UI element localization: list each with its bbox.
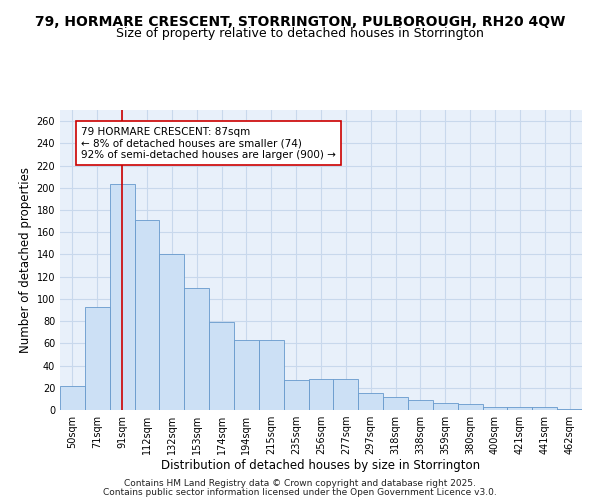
Text: Size of property relative to detached houses in Storrington: Size of property relative to detached ho… [116, 28, 484, 40]
Bar [110, 184, 134, 410]
Text: 79 HORMARE CRESCENT: 87sqm
← 8% of detached houses are smaller (74)
92% of semi-: 79 HORMARE CRESCENT: 87sqm ← 8% of detac… [81, 126, 336, 160]
Bar [134, 220, 160, 410]
Bar [383, 396, 408, 410]
Bar [433, 404, 458, 410]
Bar [358, 394, 383, 410]
Bar [184, 288, 209, 410]
Bar [234, 340, 259, 410]
Bar [334, 379, 358, 410]
Bar [160, 254, 184, 410]
Bar [259, 340, 284, 410]
Bar [60, 386, 85, 410]
Bar [508, 406, 532, 410]
Text: Contains HM Land Registry data © Crown copyright and database right 2025.: Contains HM Land Registry data © Crown c… [124, 478, 476, 488]
Bar [284, 380, 308, 410]
Bar [458, 404, 482, 410]
Bar [557, 409, 582, 410]
Bar [482, 406, 508, 410]
Text: 79, HORMARE CRESCENT, STORRINGTON, PULBOROUGH, RH20 4QW: 79, HORMARE CRESCENT, STORRINGTON, PULBO… [35, 15, 565, 29]
Bar [532, 406, 557, 410]
Text: Contains public sector information licensed under the Open Government Licence v3: Contains public sector information licen… [103, 488, 497, 497]
Bar [308, 379, 334, 410]
Bar [408, 400, 433, 410]
Y-axis label: Number of detached properties: Number of detached properties [19, 167, 32, 353]
X-axis label: Distribution of detached houses by size in Storrington: Distribution of detached houses by size … [161, 458, 481, 471]
Bar [209, 322, 234, 410]
Bar [85, 306, 110, 410]
